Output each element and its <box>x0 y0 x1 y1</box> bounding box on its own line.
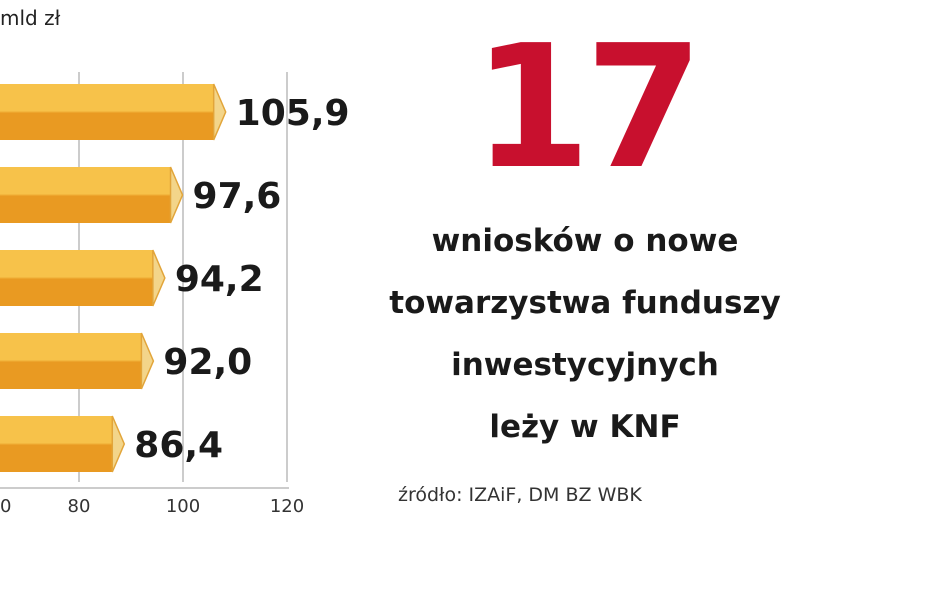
bar-value-label: 86,4 <box>134 425 223 466</box>
bar <box>0 250 153 306</box>
statement-line-1: wniosków o nowe <box>431 223 739 259</box>
source-note: źródło: IZAiF, DM BZ WBK <box>398 484 642 506</box>
bar <box>0 416 113 472</box>
bar-end-cap <box>111 415 126 473</box>
bar-end-cap <box>212 83 227 141</box>
bar-end-cap <box>140 332 155 390</box>
bar-value-label: 92,0 <box>163 342 252 383</box>
x-tick-label: 0 <box>0 496 11 517</box>
x-tick-label: 80 <box>68 496 91 517</box>
bar-value-label: 94,2 <box>175 259 264 300</box>
x-tick-label: 120 <box>270 496 304 517</box>
bar <box>0 84 214 140</box>
statement-line-2: towarzystwa funduszy <box>389 285 781 321</box>
bar <box>0 167 171 223</box>
bar-chart: 0 80 100 120 105,9 97,6 94,2 92,0 86,4 <box>0 72 350 517</box>
bar-end-cap <box>152 249 166 307</box>
bar-value-label: 97,6 <box>193 176 282 217</box>
statement-line-4: leży w KNF <box>489 409 681 445</box>
highlight-number: 17 <box>472 9 704 207</box>
x-tick-label: 100 <box>166 496 200 517</box>
unit-label: mld zł <box>0 6 61 30</box>
highlight-statement: wniosków o nowe towarzystwa funduszy inw… <box>385 210 785 458</box>
statement-line-3: inwestycyjnych <box>451 347 719 383</box>
bar-value-label: 105,9 <box>236 93 350 134</box>
bar-end-cap <box>169 166 184 224</box>
bar <box>0 333 142 389</box>
